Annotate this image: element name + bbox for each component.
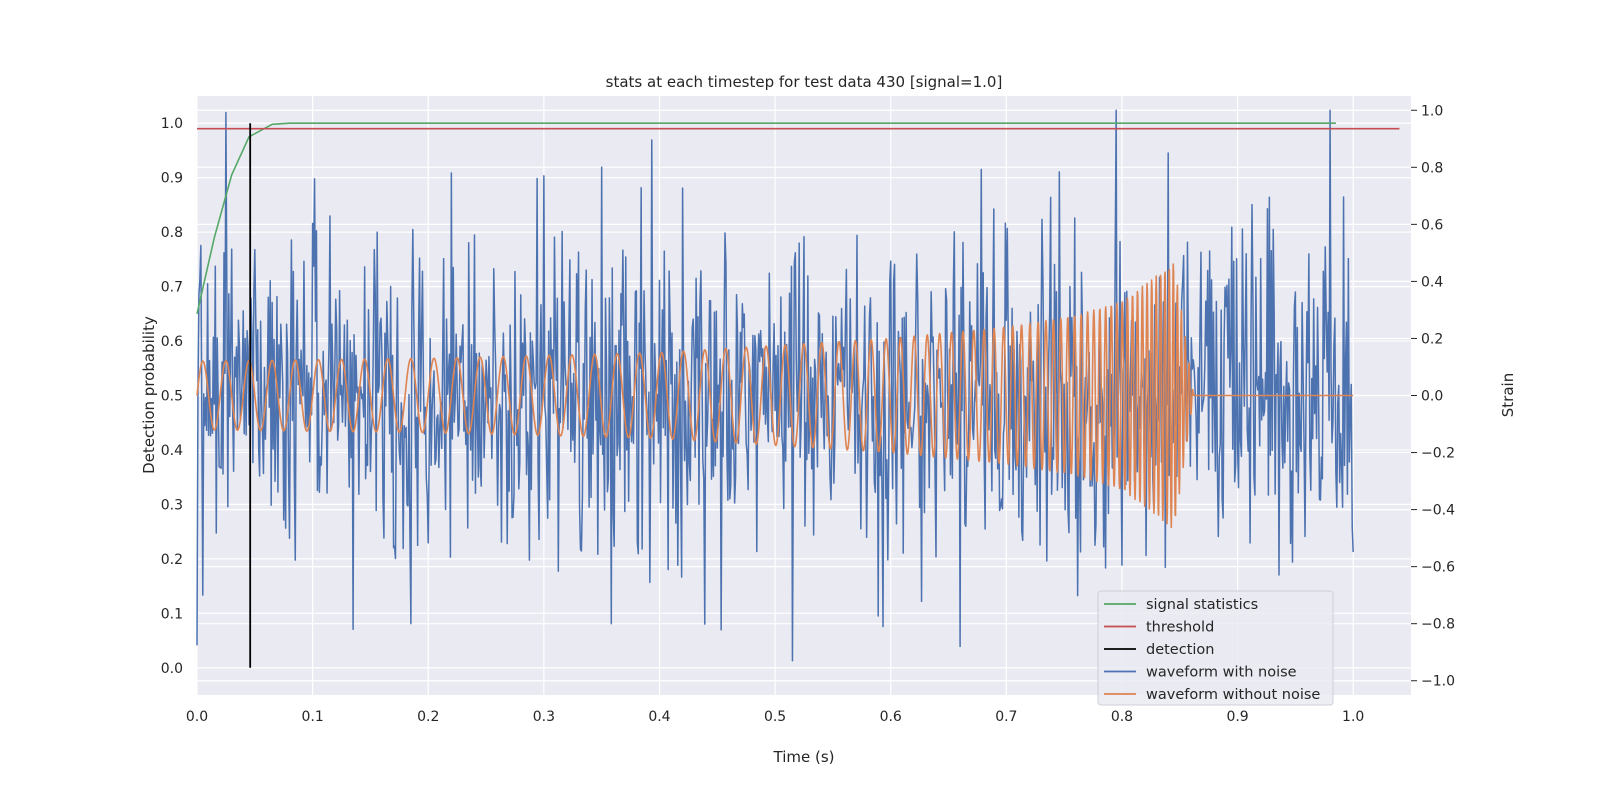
y-left-tick-label: 0.5 bbox=[161, 389, 183, 405]
y-left-tick-label: 0.0 bbox=[161, 661, 183, 677]
y-right-tick-label: −0.8 bbox=[1421, 617, 1455, 633]
y-left-tick-label: 0.1 bbox=[161, 606, 183, 622]
y-left-tick-label: 0.8 bbox=[161, 225, 183, 241]
y-right-tick-label: 0.2 bbox=[1421, 331, 1443, 347]
y-right-tick-label: 0.0 bbox=[1421, 389, 1443, 405]
legend-label: waveform without noise bbox=[1146, 687, 1320, 703]
legend: signal statistics threshold detection wavef… bbox=[1097, 590, 1334, 706]
y-left-tick-label: 0.2 bbox=[161, 552, 183, 568]
legend-box bbox=[1097, 590, 1334, 706]
series-waveform-without-noise bbox=[196, 263, 1354, 529]
y-right-tick-label: 0.6 bbox=[1421, 217, 1443, 233]
x-tick-label: 0.2 bbox=[417, 709, 439, 725]
x-tick-label: 1.0 bbox=[1342, 709, 1364, 725]
y-right-tick-label: 0.8 bbox=[1421, 160, 1443, 176]
y-right-tick-label: −0.6 bbox=[1421, 560, 1455, 576]
x-tick-label: 0.6 bbox=[880, 709, 902, 725]
x-axis-title: Time (s) bbox=[773, 748, 835, 766]
y-axis-left-title: Detection probability bbox=[140, 316, 158, 474]
y-right-tick-label: −0.4 bbox=[1421, 503, 1455, 519]
x-tick-label: 0.3 bbox=[533, 709, 555, 725]
x-tick-label: 0.8 bbox=[1111, 709, 1133, 725]
x-tick-label: 0.0 bbox=[186, 709, 208, 725]
y-right-tick-label: −0.2 bbox=[1421, 446, 1455, 462]
legend-label: signal statistics bbox=[1146, 597, 1258, 613]
legend-label: detection bbox=[1146, 642, 1214, 658]
x-tick-label: 0.7 bbox=[995, 709, 1017, 725]
legend-label: waveform with noise bbox=[1146, 665, 1297, 681]
axes: 0.0 0.1 0.2 0.3 0.4 0.5 0.6 0.7 0.8 0.9 1.0 0.0 0.1 0… bbox=[161, 103, 1455, 725]
y-left-tick-label: 0.6 bbox=[161, 334, 183, 350]
x-tick-label: 0.9 bbox=[1226, 709, 1248, 725]
series-signal-statistics bbox=[196, 122, 1336, 314]
y-left-tick-label: 0.9 bbox=[161, 171, 183, 187]
chart-title: stats at each timestep for test data 430… bbox=[606, 73, 1003, 91]
legend-label: threshold bbox=[1146, 620, 1214, 636]
x-tick-label: 0.4 bbox=[648, 709, 670, 725]
x-tick-label: 0.1 bbox=[301, 709, 323, 725]
y-right-tick-label: 0.4 bbox=[1421, 274, 1443, 290]
x-tick-label: 0.5 bbox=[764, 709, 786, 725]
series-layer bbox=[196, 109, 1400, 668]
y-left-tick-label: 0.4 bbox=[161, 443, 183, 459]
y-right-tick-label: −1.0 bbox=[1421, 674, 1455, 690]
y-left-tick-label: 0.3 bbox=[161, 497, 183, 513]
y-left-tick-label: 1.0 bbox=[161, 116, 183, 132]
y-right-tick-label: 1.0 bbox=[1421, 103, 1443, 119]
y-axis-right-title: Strain bbox=[1499, 373, 1517, 417]
y-left-tick-label: 0.7 bbox=[161, 280, 183, 296]
